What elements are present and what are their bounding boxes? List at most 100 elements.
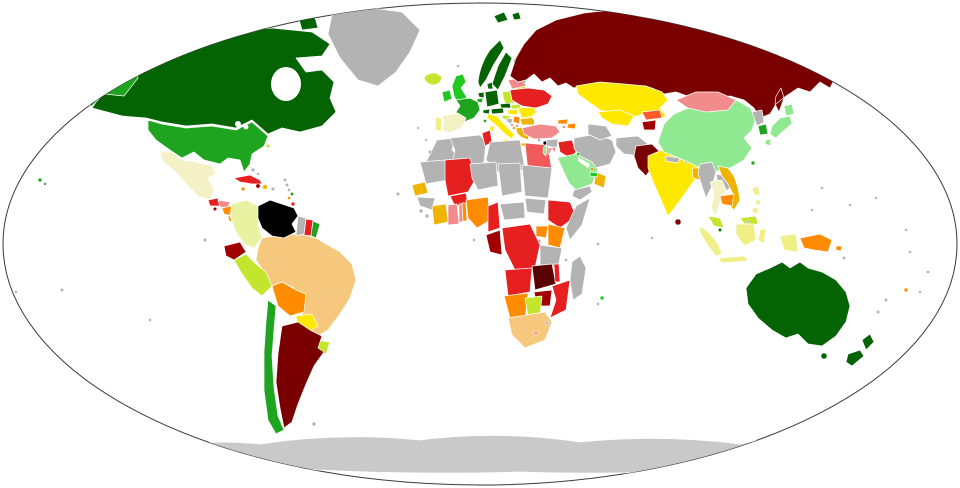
region-bolivia: [271, 281, 307, 317]
region-somalia: [565, 197, 591, 241]
region-bermuda: [265, 143, 271, 149]
region-uganda: [535, 225, 549, 239]
region-tuvalu: [908, 250, 912, 254]
region-hungary: [507, 108, 519, 116]
region-montenegro: [510, 123, 514, 127]
region-portugal: [434, 116, 443, 133]
region-colombia: [229, 199, 263, 249]
region-st-lucia: [287, 188, 291, 192]
region-denmark: [486, 81, 494, 90]
region-fiji: [903, 287, 909, 293]
region-sao-tome: [472, 238, 476, 242]
region-turkey: [521, 123, 561, 140]
region-guinea: [416, 196, 436, 211]
region-cape-verde: [395, 191, 401, 197]
region-albania: [512, 126, 516, 130]
region-kyrgyzstan: [641, 109, 663, 121]
region-eswatini: [545, 321, 549, 325]
region-samoa: [926, 270, 930, 274]
region-trinidad-tobago: [290, 201, 296, 207]
region-el-salvador: [212, 206, 218, 212]
region-chad: [497, 162, 523, 197]
region-maldives: [650, 236, 654, 240]
region-serbia: [512, 115, 521, 125]
region-yemen: [571, 185, 593, 201]
red-sea: [549, 148, 572, 190]
region-cyprus: [537, 138, 541, 142]
region-bahamas: [250, 167, 256, 173]
region-uae: [589, 171, 599, 178]
region-azerbaijan: [566, 122, 577, 130]
region-benin: [461, 202, 468, 222]
region-mauritius: [599, 295, 605, 301]
region-kuwait: [576, 152, 580, 156]
region-vanuatu: [884, 298, 888, 302]
region-corsica: [483, 119, 487, 123]
region-uzbekistan: [597, 109, 635, 127]
region-ghana: [447, 203, 460, 226]
region-brunei: [746, 220, 750, 224]
region-galapagos: [202, 237, 208, 243]
region-seychelles: [596, 242, 600, 246]
region-canary: [428, 150, 432, 154]
region-palau: [810, 208, 814, 212]
region-cuba: [233, 174, 263, 185]
region-reunion: [596, 302, 600, 306]
region-singapore: [718, 228, 722, 232]
region-senegal: [411, 181, 429, 197]
region-gabon-congo: [485, 229, 503, 256]
region-belgium: [476, 97, 484, 104]
region-pitcairn: [148, 318, 152, 322]
region-comoros: [564, 258, 568, 262]
region-philippines: [751, 185, 761, 215]
region-azores: [416, 126, 420, 130]
region-guam: [820, 186, 824, 190]
region-usa: [147, 119, 269, 173]
region-czechia: [499, 102, 512, 109]
region-sudan: [521, 164, 553, 199]
region-australia: [745, 261, 851, 347]
region-south-sudan: [524, 197, 547, 215]
region-hawaii: [37, 177, 43, 183]
region-solomon-islands: [842, 256, 846, 260]
region-sierra-leone: [418, 208, 424, 214]
region-indonesia: [699, 223, 799, 264]
region-chile: [263, 299, 285, 435]
region-niger: [469, 161, 499, 191]
region-falkland-islands: [311, 421, 317, 427]
region-french-guiana: [310, 220, 321, 239]
region-new-zealand: [845, 333, 875, 367]
region-mexico: [159, 151, 217, 201]
region-qatar: [590, 167, 594, 171]
region-ireland: [441, 89, 453, 103]
region-peru: [233, 253, 273, 297]
region-guadeloupe: [283, 178, 287, 182]
region-north-korea: [751, 109, 765, 127]
region-syria: [545, 138, 559, 149]
region-norway: [477, 39, 505, 89]
region-armenia: [562, 125, 566, 129]
region-myanmar: [697, 161, 717, 199]
region-malawi: [553, 263, 561, 283]
great-lakes: [235, 121, 241, 127]
region-liberia: [424, 213, 430, 219]
region-venezuela: [257, 199, 299, 239]
region-south-africa: [507, 311, 553, 349]
region-hawaii-2: [43, 182, 47, 186]
region-madagascar: [569, 255, 587, 301]
region-tajikistan: [641, 119, 657, 131]
region-south-korea: [757, 123, 769, 136]
region-micronesia: [848, 203, 852, 207]
region-new-caledonia: [876, 310, 880, 314]
region-zambia: [531, 263, 557, 291]
region-nepal: [665, 155, 681, 164]
region-puerto-rico: [270, 186, 276, 192]
region-french-polynesia-2: [14, 290, 18, 294]
region-north-macedonia: [515, 124, 519, 128]
region-ukraine: [509, 87, 553, 109]
region-barbados: [290, 192, 294, 196]
region-madeira: [424, 138, 428, 142]
region-greenland: [327, 7, 421, 87]
